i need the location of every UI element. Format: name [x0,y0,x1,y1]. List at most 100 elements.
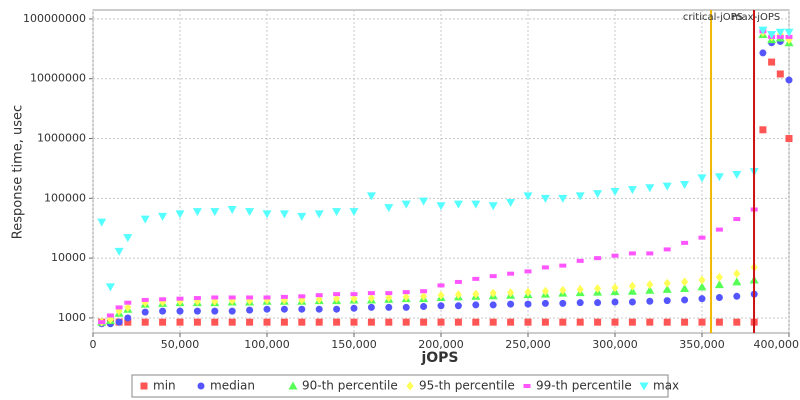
point [280,305,288,313]
point [436,202,446,211]
point [419,197,429,206]
y-tick-label: 10000000 [30,72,86,85]
point [714,173,724,182]
y-tick-label: 100000 [44,191,86,204]
point [759,49,767,57]
point [246,306,254,314]
point [124,318,132,326]
point [159,307,167,315]
point [715,293,723,301]
point [759,126,767,134]
point [507,271,515,276]
legend-box [131,374,669,398]
point [159,297,167,302]
point [663,278,671,288]
point [785,34,793,39]
point [489,318,497,326]
point [367,291,375,296]
point [697,174,707,183]
point [698,275,706,285]
point [472,276,480,281]
x-tick-label: 100,000 [244,338,290,351]
point [524,287,532,297]
point [124,302,132,312]
legend-label: median [210,379,255,393]
point [733,269,741,279]
point [559,285,567,295]
point [141,318,149,326]
point [611,283,619,293]
point [298,294,306,299]
point [367,303,375,311]
point [507,318,515,326]
point [227,206,237,215]
point [176,296,184,301]
point [628,318,636,326]
point [437,302,445,310]
point [697,282,707,291]
point [594,299,602,307]
point [454,290,462,300]
point [262,210,272,219]
point [776,34,784,39]
y-tick-label: 10000 [51,251,86,264]
point [298,318,306,326]
point [437,318,445,326]
point [524,300,532,308]
point [646,251,654,256]
point [523,192,533,201]
point [246,295,254,300]
point [228,307,236,315]
point [540,194,550,203]
point [698,235,706,240]
x-tick-label: 200,000 [418,338,464,351]
point [646,297,654,305]
point [698,318,706,326]
point [472,289,480,299]
point [211,307,219,315]
point [350,304,358,312]
point [785,135,793,143]
x-tick-label: 150,000 [331,338,377,351]
point [402,318,410,326]
point [576,284,584,294]
point [594,318,602,326]
point [367,318,375,326]
x-axis-label: jOPS [420,350,458,366]
point [279,210,289,219]
point [681,318,689,326]
point [489,288,497,298]
point [420,318,428,326]
legend-marker [288,381,298,390]
x-tick-label: 300,000 [592,338,638,351]
x-tick-label: 250,000 [505,338,551,351]
point [141,308,149,316]
point [315,293,323,298]
point [402,303,410,311]
point [663,247,671,252]
point [350,292,358,297]
y-axis-label: Response time, usec [11,105,26,239]
point [776,70,784,78]
point [472,318,480,326]
point [507,300,515,308]
point [420,291,428,301]
point [680,181,690,190]
point [715,227,723,232]
x-tick-label: 50,000 [161,338,200,351]
point [559,299,567,307]
point [558,194,568,203]
point [263,295,271,300]
point [176,307,184,315]
point [280,294,288,299]
point [211,295,219,300]
point [681,240,689,245]
point [140,215,150,224]
point [315,305,323,313]
point [541,286,549,296]
vline-label: critical-jOPS [683,12,743,23]
point [576,299,584,307]
point [228,295,236,300]
legend-label: 99-th percentile [536,379,632,393]
point [714,280,724,289]
